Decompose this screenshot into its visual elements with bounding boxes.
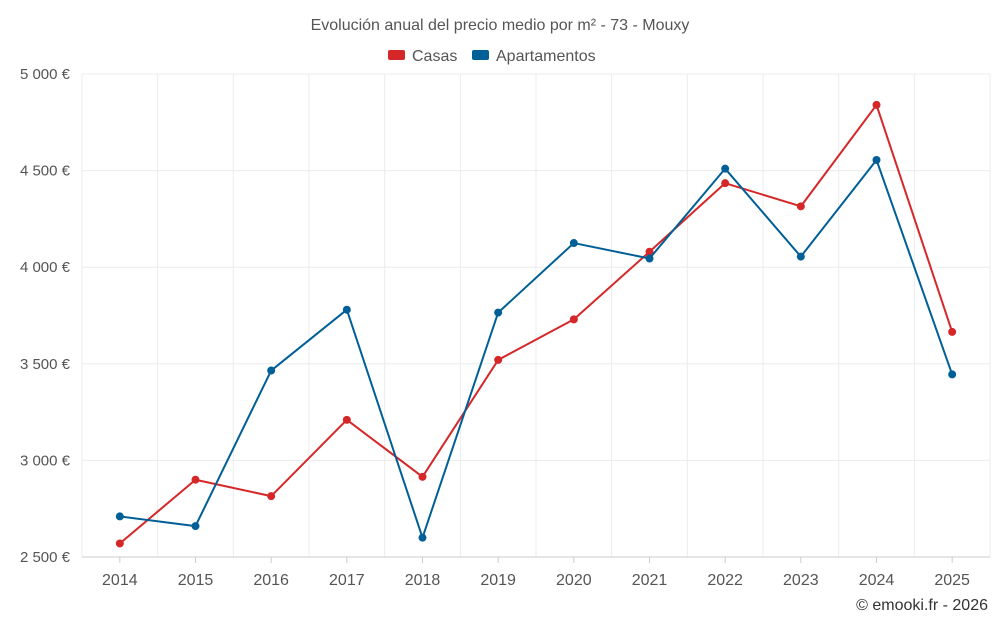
legend-label-apartamentos[interactable]: Apartamentos [496, 48, 596, 65]
data-point-casas[interactable] [872, 100, 881, 109]
x-tick-label: 2015 [178, 572, 214, 589]
y-tick-label: 2 500 € [20, 549, 71, 566]
data-point-casas[interactable] [191, 475, 200, 484]
x-tick-label: 2021 [632, 572, 668, 589]
data-point-casas[interactable] [721, 179, 730, 188]
x-tick-label: 2016 [253, 572, 289, 589]
data-point-apartamentos[interactable] [948, 370, 957, 379]
data-point-apartamentos[interactable] [872, 155, 881, 164]
data-point-apartamentos[interactable] [418, 533, 427, 542]
x-tick-label: 2018 [405, 572, 441, 589]
x-tick-label: 2024 [859, 572, 895, 589]
data-point-casas[interactable] [948, 327, 957, 336]
x-tick-label: 2017 [329, 572, 365, 589]
data-point-apartamentos[interactable] [569, 239, 578, 248]
legend-label-casas[interactable]: Casas [412, 48, 457, 65]
y-tick-label: 5 000 € [20, 66, 71, 83]
data-point-casas[interactable] [418, 472, 427, 481]
x-axis: 2014 2015 2016 2017 2018 2019 2020 2021 2022 2023… [82, 556, 990, 589]
chart-legend: Casas Apartamentos [388, 48, 596, 65]
x-tick-label: 2019 [480, 572, 516, 589]
data-point-casas[interactable] [569, 315, 578, 324]
data-point-apartamentos[interactable] [342, 305, 351, 314]
x-tick-label: 2014 [102, 572, 138, 589]
data-point-apartamentos[interactable] [721, 164, 730, 173]
x-tick-label: 2025 [934, 572, 970, 589]
data-point-apartamentos[interactable] [494, 308, 503, 317]
chart-credit: © emooki.fr - 2026 [856, 597, 988, 614]
y-tick-label: 4 000 € [20, 259, 71, 276]
y-tick-label: 4 500 € [20, 163, 71, 180]
data-point-apartamentos[interactable] [645, 254, 654, 263]
chart-title: Evolución anual del precio medio por m² … [311, 17, 690, 34]
data-point-apartamentos[interactable] [796, 252, 805, 261]
data-point-apartamentos[interactable] [191, 522, 200, 531]
data-point-casas[interactable] [494, 355, 503, 364]
series-group [115, 100, 957, 548]
series-line-casas [119, 103, 954, 545]
data-point-casas[interactable] [645, 247, 654, 256]
series-line-apartamentos [119, 158, 954, 539]
legend-swatch-apartamentos [472, 50, 489, 60]
legend-swatch-casas [388, 50, 405, 60]
data-point-apartamentos[interactable] [267, 366, 276, 375]
grid-lines [81, 73, 991, 558]
x-tick-label: 2023 [783, 572, 819, 589]
x-tick-label: 2022 [707, 572, 743, 589]
y-tick-label: 3 500 € [20, 356, 71, 373]
y-tick-label: 3 000 € [20, 452, 71, 469]
data-point-casas[interactable] [267, 492, 276, 501]
x-tick-label: 2020 [556, 572, 592, 589]
data-point-casas[interactable] [342, 415, 351, 424]
data-point-casas[interactable] [796, 202, 805, 211]
data-point-apartamentos[interactable] [115, 512, 124, 521]
y-axis: 2 500 € 3 000 € 3 500 € 4 000 € 4 500 € 5 000… [20, 66, 71, 566]
data-point-casas[interactable] [115, 539, 124, 548]
